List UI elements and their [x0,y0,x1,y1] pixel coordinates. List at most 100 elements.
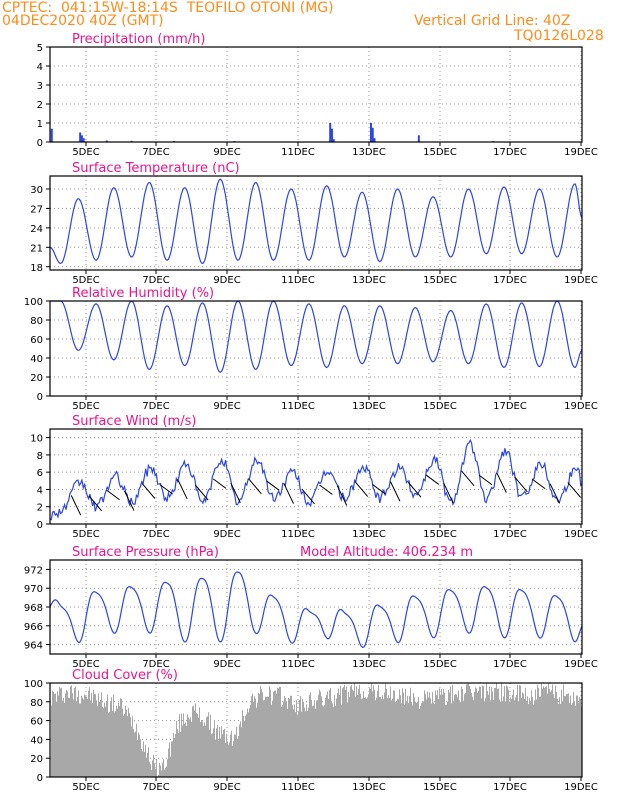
model-altitude: Model Altitude: 406.234 m [300,545,473,560]
cloud-bar [522,692,523,777]
cloud-bar [204,722,205,777]
rh-frame [49,300,583,397]
x-tick-label: 15DEC [423,147,457,158]
cloud-bar [442,694,443,777]
cloud-frame [49,682,583,778]
cloud-bar [289,698,290,777]
cloud-bar [275,690,276,777]
temp-panel: Surface Temperature (nC) 18 21 24 27 30 5DEC 7D… [30,161,598,286]
cloud-bar [286,701,287,777]
cloud-bar [544,688,545,777]
cloud-bar [138,732,139,777]
precip-bar [330,128,333,142]
cloud-bar [377,691,378,777]
cloud-bar [166,766,167,777]
cloud-bar [519,685,520,777]
cloud-bar [91,692,92,777]
precip-bar [82,138,85,142]
cloud-bar [71,685,72,777]
cloud-bar [451,703,452,777]
cloud-bar [143,741,144,777]
cloud-bar [101,692,102,777]
wind-vector-arrow [425,474,440,485]
cloud-bar [452,684,453,777]
cloud-bar [151,769,152,777]
cloud-bar [178,733,179,777]
cloud-bar [266,696,267,777]
cloud-bar [394,690,395,777]
cloud-bar [265,696,266,777]
cloud-bar [397,698,398,777]
x-tick-label: 15DEC [423,782,457,793]
x-tick-label: 13DEC [352,275,386,286]
cloud-bar [553,694,554,777]
cloud-bar [490,700,491,777]
cloud-bar [268,696,269,777]
cloud-bar [353,690,354,777]
cloud-bar [97,706,98,777]
cloud-bar [169,742,170,777]
cloud-bar [437,690,438,777]
cloud-bar [195,703,196,777]
cloud-bar [433,702,434,777]
precip-bar [373,138,376,142]
y-tick-label: 60 [30,335,43,346]
cloud-bar [356,686,357,777]
cloud-bar [363,691,364,777]
cloud-bar [461,686,462,777]
cloud-bar [495,687,496,777]
cloud-bar [558,703,559,777]
cloud-bar [409,695,410,777]
cloud-bar [210,714,211,777]
cloud-bar [223,730,224,777]
cloud-bar [256,707,257,777]
wind-vector-arrow [266,480,280,491]
cloud-bar [135,731,136,777]
cloud-bar [312,706,313,777]
x-tick-label: 15DEC [423,529,457,540]
cloud-bar [550,691,551,777]
cloud-bar [226,734,227,777]
cloud-bar [472,696,473,777]
cloud-bar [365,697,366,777]
cloud-bar [379,697,380,777]
precip-bar [80,135,83,142]
y-tick-label: 3 [37,81,43,92]
cloud-bar [278,688,279,777]
cloud-bar [499,699,500,777]
cloud-bar [297,714,298,777]
cloud-bar [532,697,533,777]
cloud-bar [302,699,303,777]
x-tick-label: 13DEC [352,782,386,793]
y-tick-label: 972 [24,565,43,576]
cloud-panel: Cloud Cover (%) 0 20 40 60 80 100 5DEC 7DEC 9DEC 1… [24,668,598,793]
cloud-bar [183,713,184,777]
cloud-bar [115,710,116,777]
cloud-bar [401,703,402,777]
cloud-bar [350,686,351,777]
cloud-bar [167,759,168,777]
cloud-bar [393,690,394,777]
cloud-bar [174,737,175,777]
y-tick-label: 4 [37,485,43,496]
vertical-grid-note: Vertical Grid Line: 40Z [414,13,571,29]
cloud-bar [124,714,125,777]
cloud-bar [128,707,129,777]
cloud-bar [345,689,346,777]
x-tick-label: 9DEC [213,275,240,286]
cloud-bar [125,705,126,777]
cloud-bar [79,703,80,777]
x-tick-label: 5DEC [72,659,99,670]
cloud-bar [189,719,190,777]
cloud-bar [359,684,360,777]
cloud-bar [276,693,277,777]
cloud-bar [564,695,565,777]
x-tick-label: 17DEC [493,782,527,793]
cloud-bar [464,694,465,777]
cloud-bar [227,741,228,777]
cloud-bar [118,702,119,777]
cloud-title: Cloud Cover (%) [72,668,178,683]
cloud-bar [225,742,226,777]
cloud-bar [306,704,307,777]
wind-vector-arrow [230,483,241,504]
